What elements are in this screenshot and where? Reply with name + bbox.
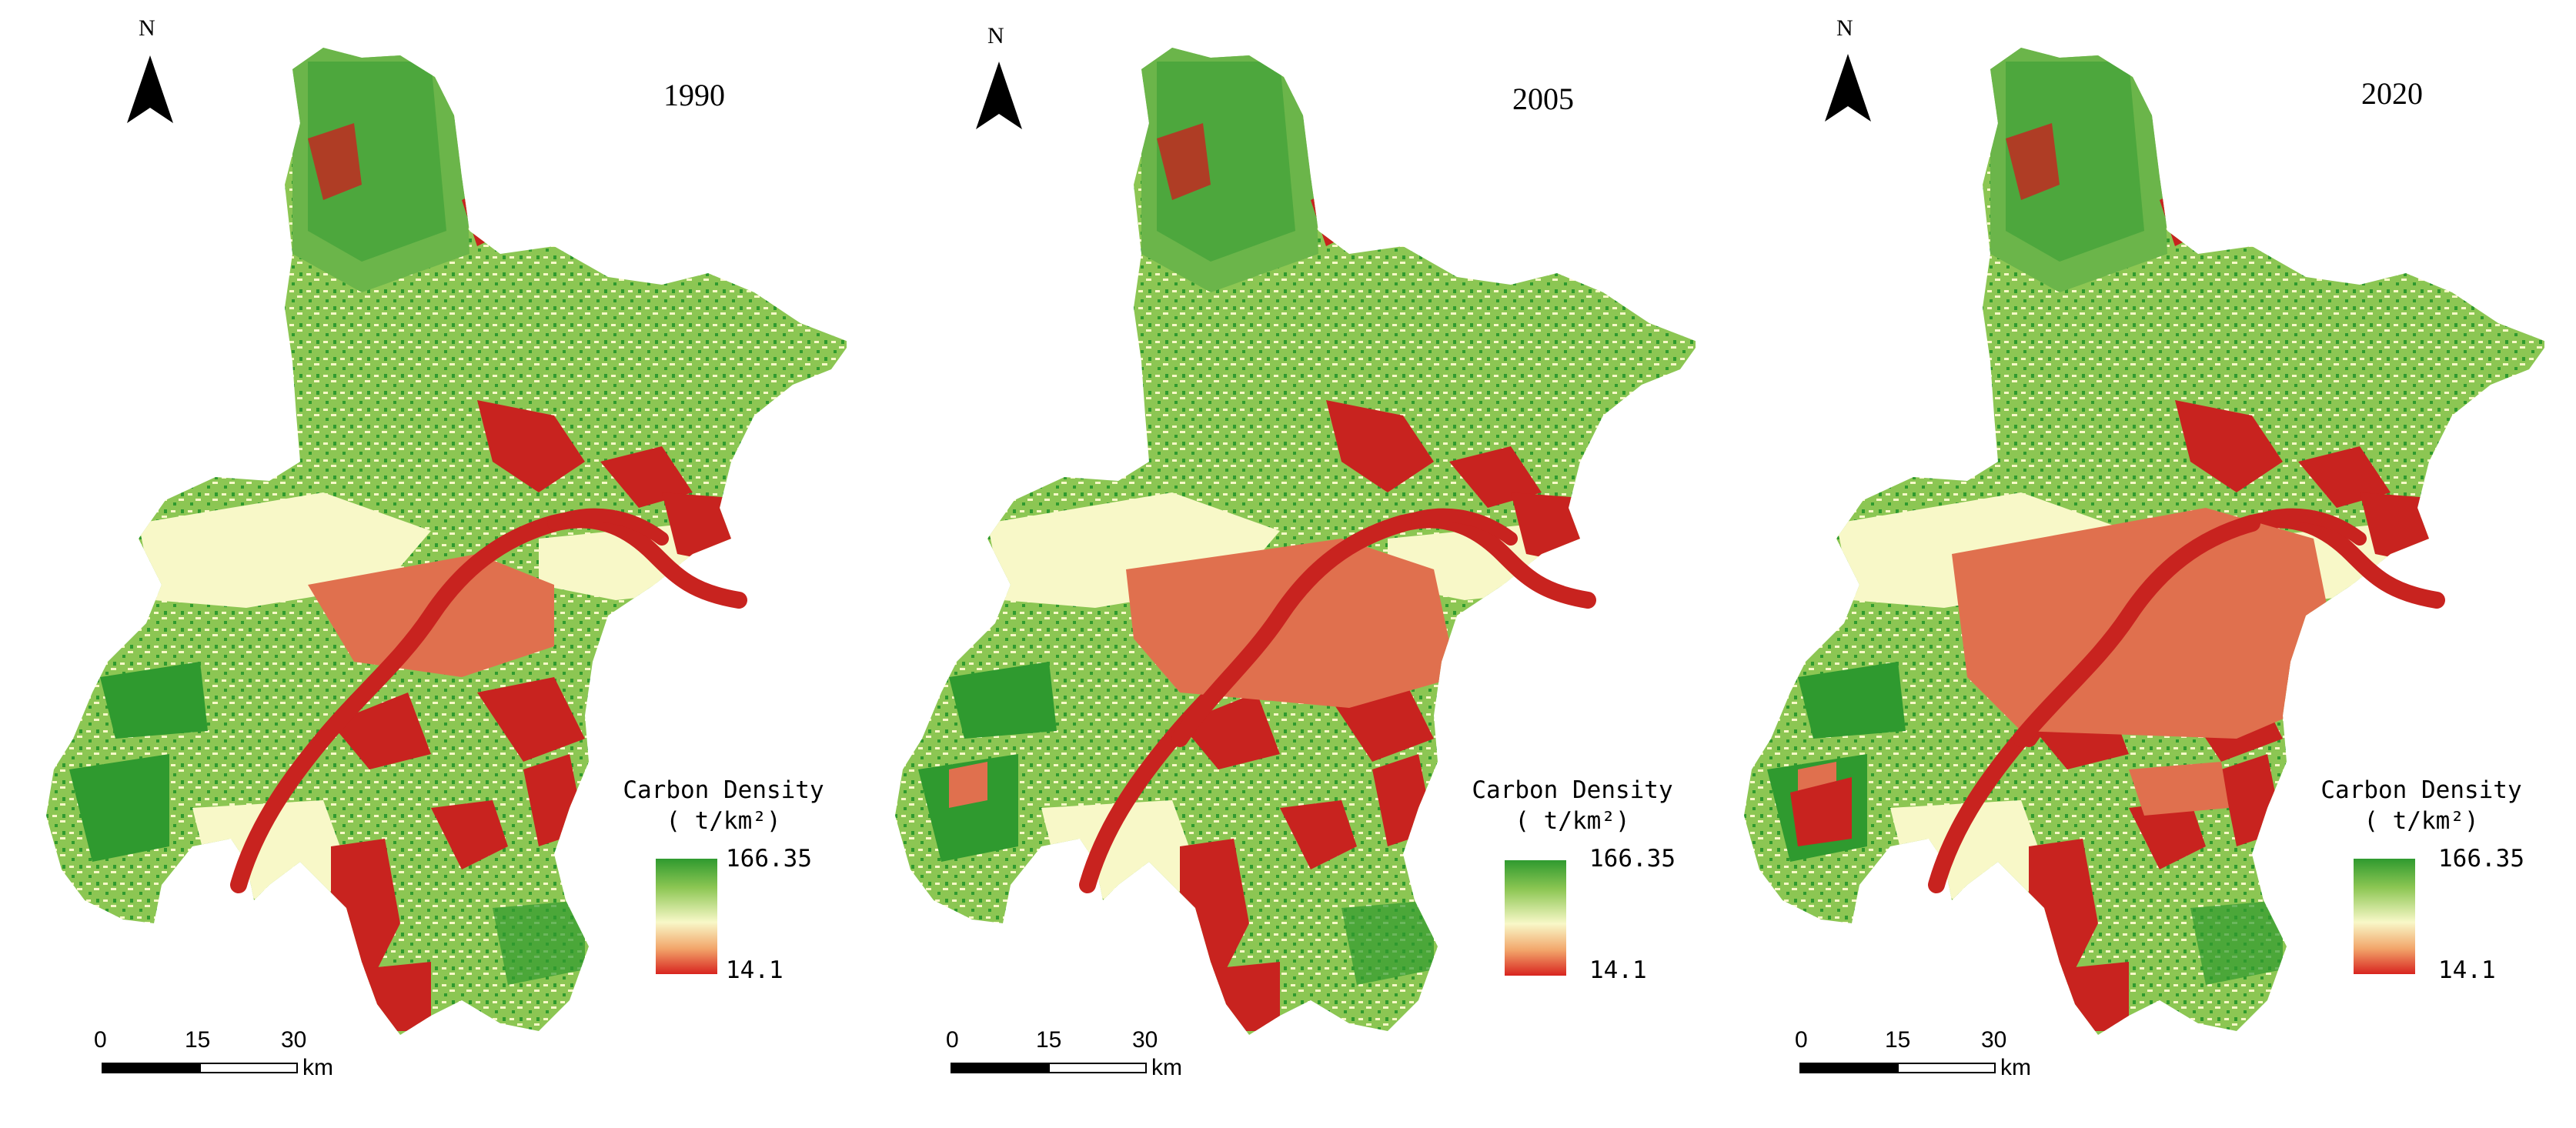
scale-tick-15: 15 bbox=[1036, 1027, 1062, 1053]
north-arrow-icon bbox=[976, 62, 1022, 129]
scale-bar bbox=[951, 1063, 1147, 1073]
legend-min-value: 14.1 bbox=[1589, 956, 1647, 984]
legend-max-value: 166.35 bbox=[1589, 845, 1676, 873]
legend-title: Carbon Density bbox=[2320, 776, 2522, 804]
scale-tick-0: 0 bbox=[946, 1027, 959, 1053]
north-label: N bbox=[139, 15, 155, 41]
map-panel-1990: N 1990 Carbon Density ( t/km²) 166.35 14… bbox=[0, 0, 847, 1128]
legend-title: Carbon Density bbox=[1472, 776, 1673, 804]
scale-tick-0: 0 bbox=[94, 1027, 107, 1053]
north-arrow-icon bbox=[1825, 54, 1871, 122]
scale-unit: km bbox=[2000, 1055, 2031, 1080]
legend-color-ramp bbox=[1505, 860, 1566, 976]
carbon-density-map-2020 bbox=[1698, 0, 2544, 1128]
scale-bar bbox=[1799, 1063, 1996, 1073]
scale-tick-30: 30 bbox=[1981, 1027, 2007, 1053]
legend-max-value: 166.35 bbox=[2438, 845, 2524, 873]
scale-tick-15: 15 bbox=[1885, 1027, 1911, 1053]
scale-tick-0: 0 bbox=[1795, 1027, 1808, 1053]
north-arrow-icon bbox=[127, 55, 173, 123]
north-label: N bbox=[987, 23, 1004, 48]
carbon-density-map-1990 bbox=[0, 0, 847, 1128]
map-panel-2020: N 2020 Carbon Density ( t/km²) 166.35 14… bbox=[1698, 0, 2544, 1128]
legend-color-ramp bbox=[656, 859, 717, 974]
legend-max-value: 166.35 bbox=[726, 845, 812, 873]
north-label: N bbox=[1836, 15, 1853, 41]
legend-min-value: 14.1 bbox=[2438, 956, 2496, 984]
scale-unit: km bbox=[302, 1055, 333, 1080]
scale-bar-segment bbox=[103, 1064, 201, 1072]
legend-unit: ( t/km²) bbox=[666, 807, 781, 835]
scale-bar bbox=[102, 1063, 298, 1073]
legend-unit: ( t/km²) bbox=[2364, 807, 2479, 835]
year-label: 2005 bbox=[1512, 82, 1574, 116]
scale-bar-segment bbox=[1801, 1064, 1899, 1072]
year-label: 1990 bbox=[663, 78, 725, 112]
legend-color-ramp bbox=[2354, 859, 2415, 974]
scale-tick-15: 15 bbox=[185, 1027, 211, 1053]
map-panel-2005: N 2005 Carbon Density ( t/km²) 166.35 14… bbox=[849, 0, 1696, 1128]
legend-min-value: 14.1 bbox=[726, 956, 783, 984]
scale-tick-30: 30 bbox=[1132, 1027, 1158, 1053]
year-label: 2020 bbox=[2361, 76, 2423, 111]
legend-unit: ( t/km²) bbox=[1515, 807, 1630, 835]
scale-bar-segment bbox=[952, 1064, 1050, 1072]
scale-tick-30: 30 bbox=[281, 1027, 307, 1053]
carbon-density-map-2005 bbox=[849, 0, 1696, 1128]
legend-title: Carbon Density bbox=[623, 776, 824, 804]
scale-unit: km bbox=[1151, 1055, 1182, 1080]
